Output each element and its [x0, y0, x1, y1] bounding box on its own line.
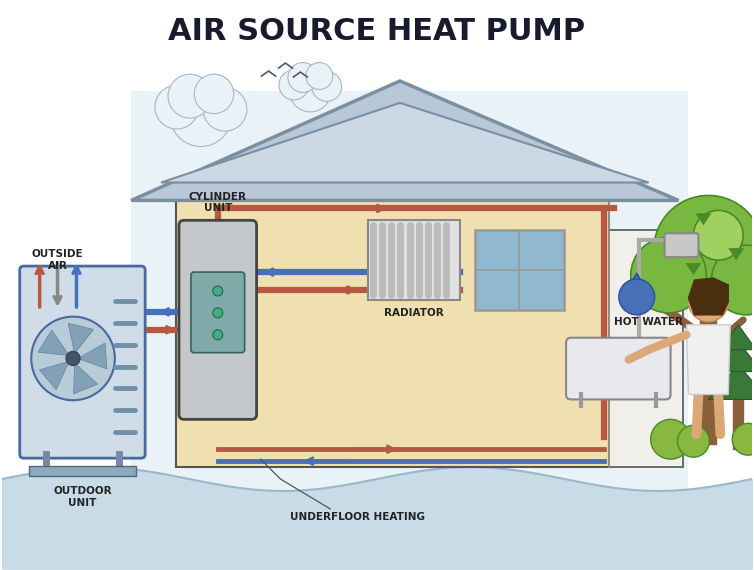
Text: OUTSIDE
AIR: OUTSIDE AIR: [32, 249, 84, 271]
Text: UNDERFLOOR HEATING: UNDERFLOOR HEATING: [290, 512, 425, 522]
Polygon shape: [708, 365, 754, 400]
Polygon shape: [38, 330, 69, 356]
Circle shape: [290, 70, 331, 112]
Circle shape: [213, 308, 222, 318]
Polygon shape: [78, 343, 107, 369]
FancyBboxPatch shape: [474, 230, 564, 310]
Circle shape: [654, 196, 754, 305]
Circle shape: [203, 87, 247, 131]
Text: RADIATOR: RADIATOR: [384, 308, 443, 318]
Circle shape: [66, 352, 80, 365]
Polygon shape: [714, 342, 754, 372]
Circle shape: [195, 74, 234, 113]
Polygon shape: [695, 213, 711, 225]
FancyBboxPatch shape: [566, 338, 670, 400]
Circle shape: [619, 279, 654, 315]
Circle shape: [651, 420, 691, 459]
Circle shape: [631, 237, 706, 313]
Polygon shape: [39, 361, 69, 390]
Polygon shape: [728, 248, 744, 260]
Circle shape: [678, 425, 710, 457]
Text: AIR SOURCE HEAT PUMP: AIR SOURCE HEAT PUMP: [168, 17, 586, 46]
Circle shape: [213, 330, 222, 340]
FancyBboxPatch shape: [368, 221, 460, 300]
Polygon shape: [623, 273, 651, 297]
Circle shape: [753, 426, 754, 456]
Polygon shape: [686, 325, 731, 394]
Circle shape: [279, 70, 309, 100]
Polygon shape: [131, 81, 679, 201]
Text: HOT WATER: HOT WATER: [615, 317, 683, 327]
FancyBboxPatch shape: [609, 230, 683, 467]
Circle shape: [694, 210, 743, 260]
Polygon shape: [69, 323, 93, 354]
FancyBboxPatch shape: [20, 266, 145, 458]
FancyBboxPatch shape: [29, 466, 136, 476]
FancyBboxPatch shape: [179, 221, 256, 420]
Polygon shape: [720, 325, 754, 349]
Circle shape: [312, 72, 342, 101]
Circle shape: [168, 74, 212, 118]
Circle shape: [31, 317, 115, 400]
Circle shape: [170, 85, 231, 146]
FancyBboxPatch shape: [176, 201, 609, 467]
Circle shape: [288, 63, 317, 92]
FancyBboxPatch shape: [131, 91, 688, 509]
Text: CYLINDER
UNIT: CYLINDER UNIT: [188, 192, 247, 213]
Polygon shape: [688, 278, 728, 315]
Polygon shape: [74, 363, 97, 394]
Circle shape: [306, 63, 333, 89]
FancyBboxPatch shape: [664, 233, 698, 257]
Polygon shape: [161, 103, 648, 182]
Circle shape: [688, 282, 728, 322]
Text: OUTDOOR
UNIT: OUTDOOR UNIT: [53, 486, 112, 508]
FancyBboxPatch shape: [191, 272, 244, 353]
Circle shape: [213, 286, 222, 296]
Circle shape: [732, 424, 754, 455]
Polygon shape: [685, 263, 701, 275]
Circle shape: [711, 245, 754, 315]
Circle shape: [155, 85, 198, 129]
